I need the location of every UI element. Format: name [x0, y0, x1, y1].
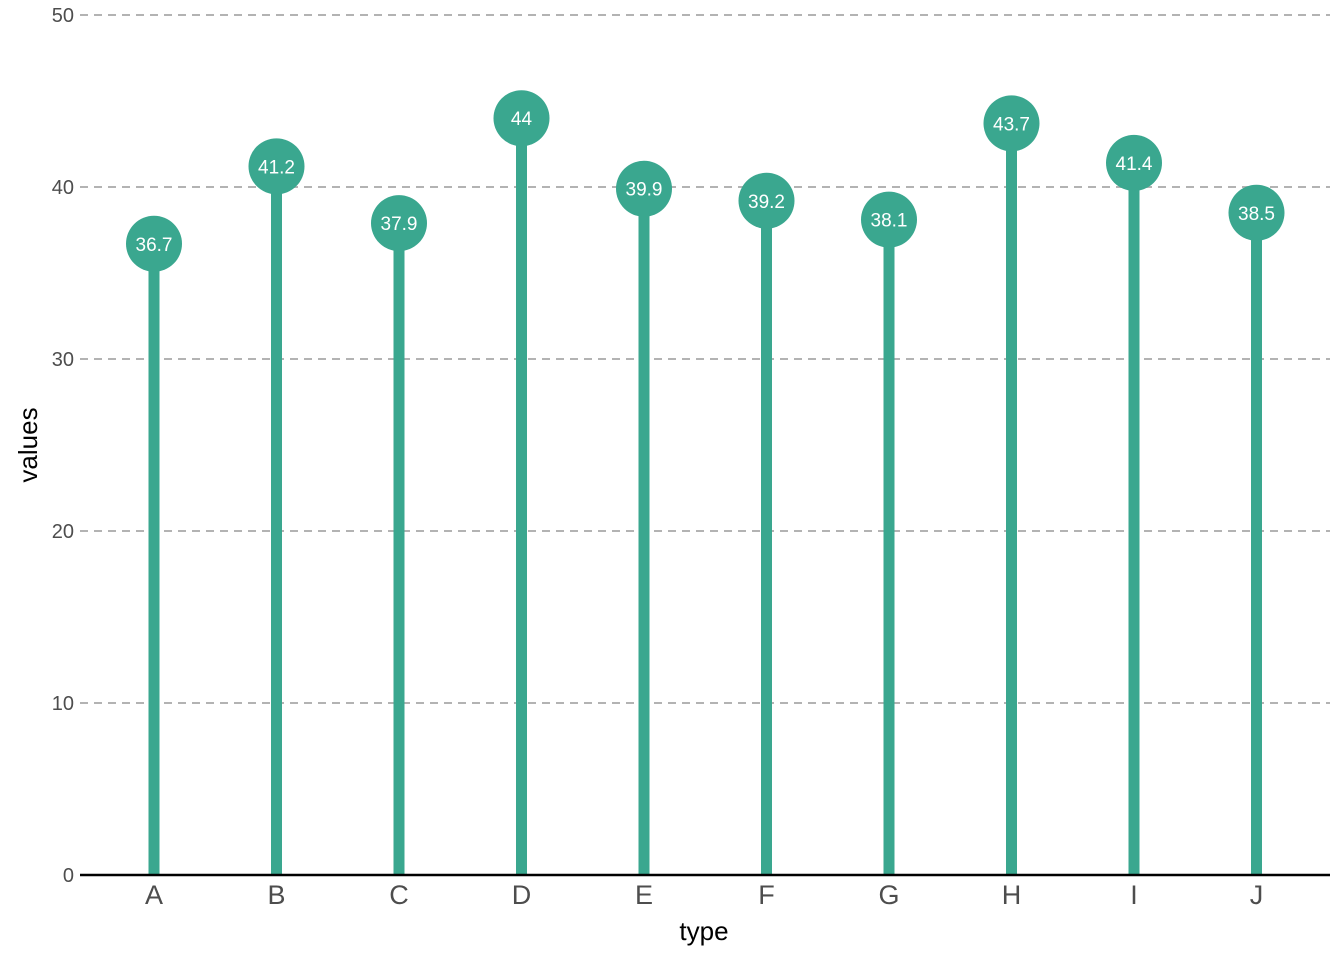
lollipop-stem [1006, 123, 1017, 876]
lollipop-stem [516, 118, 527, 875]
data-label: 43.7 [993, 114, 1030, 135]
lollipop-stem [393, 223, 405, 875]
x-tick-label: I [1130, 880, 1138, 910]
data-label: 37.9 [381, 214, 418, 235]
lollipop-head [1228, 184, 1285, 241]
x-tick-label: G [878, 880, 899, 910]
x-axis-title: type [679, 916, 728, 946]
y-tick-label: 30 [52, 349, 74, 371]
x-tick-label: B [267, 880, 285, 910]
x-tick-label: A [145, 880, 163, 910]
x-tick-label: H [1002, 880, 1022, 910]
y-tick-label: 10 [52, 693, 74, 715]
data-label: 38.1 [871, 211, 908, 232]
lollipop-head [616, 160, 672, 217]
lollipop-stems [148, 118, 1262, 876]
lollipop-stem [638, 188, 650, 876]
x-tick-label: E [635, 880, 653, 910]
lollipop-head [371, 195, 427, 252]
lollipop-stem [271, 166, 282, 876]
x-tick-label: C [389, 880, 409, 910]
data-label: 39.9 [626, 180, 663, 201]
lollipop-stem [1251, 212, 1262, 876]
x-tick-label: F [758, 880, 775, 910]
x-tick-label: D [512, 880, 532, 910]
y-axis-tick-labels: 0 10 20 30 40 50 [52, 5, 74, 887]
lollipop-head [861, 191, 917, 248]
lollipop-head [983, 95, 1040, 152]
y-tick-label: 50 [52, 5, 74, 27]
x-tick-label: J [1250, 880, 1264, 910]
gridlines [80, 14, 1330, 704]
lollipop-head [738, 172, 795, 229]
data-label: 41.4 [1116, 154, 1153, 175]
lollipop-head [493, 90, 550, 147]
y-tick-label: 20 [52, 521, 74, 543]
y-axis-title: values [13, 407, 43, 482]
data-label: 44 [511, 109, 533, 130]
lollipop-head [1106, 134, 1162, 191]
data-label: 36.7 [136, 235, 173, 256]
lollipop-stem [1128, 162, 1140, 876]
data-label: 38.5 [1238, 204, 1275, 225]
lollipop-stem [883, 219, 895, 875]
x-axis-tick-labels: A B C D E F G H I J [145, 880, 1263, 910]
data-label: 41.2 [258, 157, 295, 178]
lollipop-stem [761, 200, 772, 875]
y-tick-label: 40 [52, 177, 74, 199]
y-tick-label: 0 [63, 865, 74, 887]
lollipop-stem [148, 243, 160, 875]
data-label: 39.2 [748, 192, 785, 213]
lollipop-head [126, 215, 182, 272]
lollipop-head [248, 138, 305, 195]
lollipop-heads: 36.7 41.2 37.9 44 39.9 39.2 38.1 43.7 41.4 38.5 [126, 90, 1285, 272]
